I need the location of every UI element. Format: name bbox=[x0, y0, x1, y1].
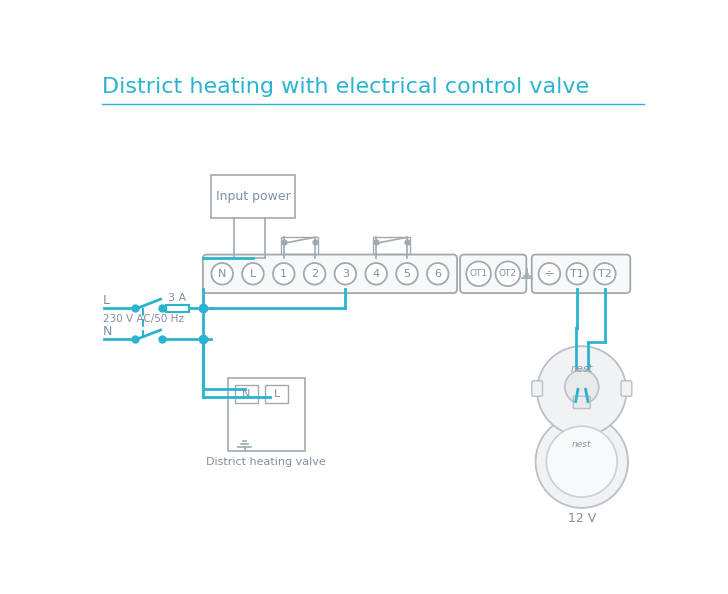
Circle shape bbox=[496, 261, 521, 286]
Text: OT2: OT2 bbox=[499, 269, 517, 279]
FancyBboxPatch shape bbox=[203, 255, 457, 293]
Text: 4: 4 bbox=[373, 269, 380, 279]
FancyBboxPatch shape bbox=[234, 385, 258, 403]
Circle shape bbox=[211, 263, 233, 285]
Text: nest: nest bbox=[571, 364, 593, 374]
Circle shape bbox=[396, 263, 418, 285]
FancyBboxPatch shape bbox=[621, 381, 632, 396]
Text: Input power: Input power bbox=[215, 190, 290, 203]
Text: 12 V: 12 V bbox=[568, 512, 596, 525]
Circle shape bbox=[365, 263, 387, 285]
Text: 5: 5 bbox=[403, 269, 411, 279]
FancyBboxPatch shape bbox=[531, 255, 630, 293]
Text: 2: 2 bbox=[311, 269, 318, 279]
Text: nest: nest bbox=[572, 440, 592, 449]
Text: 3: 3 bbox=[342, 269, 349, 279]
Circle shape bbox=[427, 263, 448, 285]
Text: N: N bbox=[242, 389, 250, 399]
Text: 3 A: 3 A bbox=[168, 293, 186, 303]
FancyBboxPatch shape bbox=[210, 175, 296, 217]
Circle shape bbox=[537, 346, 626, 435]
Circle shape bbox=[566, 263, 588, 285]
Text: T1: T1 bbox=[570, 269, 584, 279]
Circle shape bbox=[546, 426, 617, 497]
Circle shape bbox=[466, 261, 491, 286]
Text: T2: T2 bbox=[598, 269, 612, 279]
Circle shape bbox=[536, 415, 628, 508]
Circle shape bbox=[565, 370, 598, 404]
FancyBboxPatch shape bbox=[574, 396, 590, 409]
Text: OT1: OT1 bbox=[470, 269, 488, 279]
Text: L: L bbox=[103, 294, 110, 307]
Circle shape bbox=[242, 263, 264, 285]
Text: 6: 6 bbox=[435, 269, 441, 279]
Text: L: L bbox=[250, 269, 256, 279]
Text: ÷: ÷ bbox=[544, 267, 555, 280]
Text: District heating valve: District heating valve bbox=[206, 457, 326, 467]
Text: 1: 1 bbox=[280, 269, 288, 279]
FancyBboxPatch shape bbox=[460, 255, 526, 293]
FancyBboxPatch shape bbox=[265, 385, 288, 403]
Circle shape bbox=[539, 263, 561, 285]
Circle shape bbox=[273, 263, 295, 285]
Text: 230 V AC/50 Hz: 230 V AC/50 Hz bbox=[103, 314, 183, 324]
FancyBboxPatch shape bbox=[531, 381, 542, 396]
Text: N: N bbox=[218, 269, 226, 279]
Circle shape bbox=[304, 263, 325, 285]
Text: N: N bbox=[103, 325, 112, 338]
FancyBboxPatch shape bbox=[228, 378, 304, 451]
Text: District heating with electrical control valve: District heating with electrical control… bbox=[102, 77, 589, 97]
FancyBboxPatch shape bbox=[166, 305, 189, 312]
Circle shape bbox=[594, 263, 616, 285]
Text: L: L bbox=[274, 389, 280, 399]
Circle shape bbox=[335, 263, 356, 285]
